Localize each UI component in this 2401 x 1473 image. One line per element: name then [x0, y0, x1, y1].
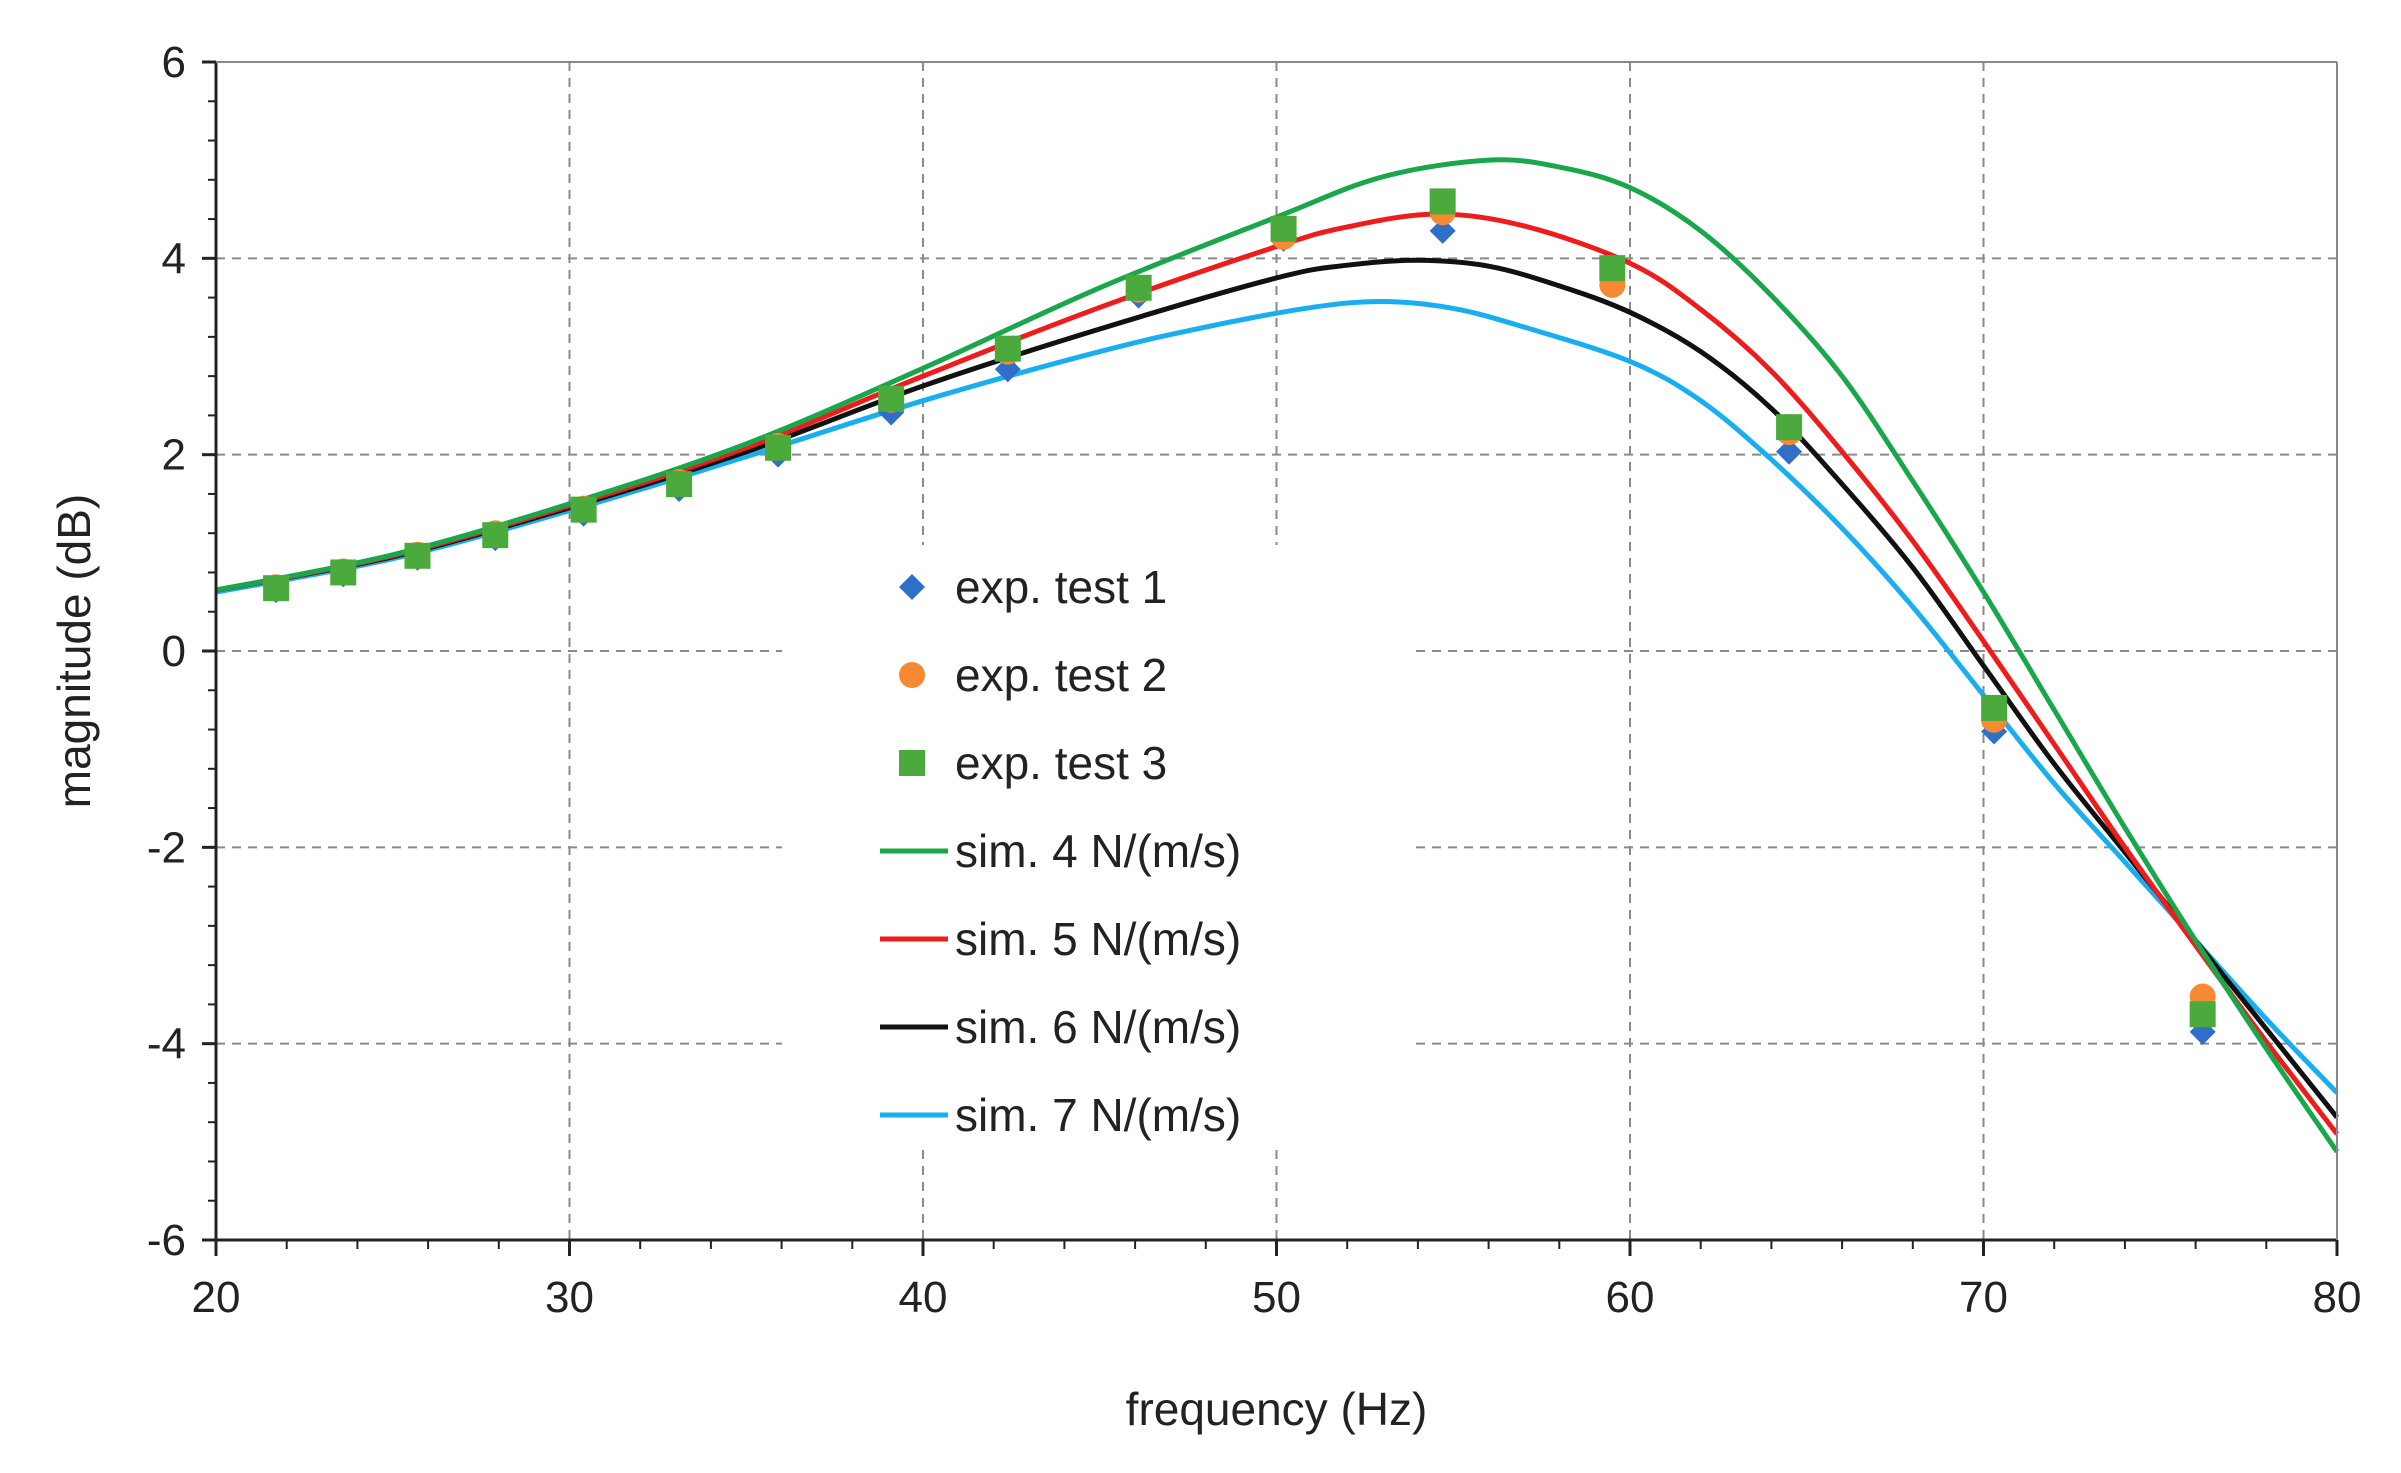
x-tick-label: 50: [1252, 1273, 1301, 1322]
point-exp-test-3: [878, 385, 905, 412]
point-exp-test-3: [2189, 1001, 2216, 1028]
y-tick-label: 2: [162, 431, 186, 480]
point-exp-test-3: [1270, 215, 1297, 242]
y-tick-label: -2: [147, 823, 186, 872]
legend-label: exp. test 1: [955, 561, 1167, 613]
point-exp-test-3: [570, 496, 597, 523]
point-exp-test-3: [1125, 274, 1152, 301]
legend-swatch-square: [899, 750, 925, 776]
point-exp-test-3: [330, 559, 357, 586]
y-tick-label: 0: [162, 627, 186, 676]
simulation-lines: [215, 157, 2340, 1154]
series-line-sim-5-n-m-s-: [215, 211, 2339, 1136]
point-exp-test-3: [263, 575, 290, 602]
series-line-sim-7-n-m-s-: [215, 299, 2339, 1095]
point-exp-test-1: [1429, 217, 1456, 244]
x-axis-label: frequency (Hz): [1126, 1383, 1428, 1435]
legend-label: sim. 4 N/(m/s): [955, 825, 1241, 877]
series-line-sim-4-n-m-s-: [215, 157, 2340, 1154]
point-exp-test-3: [1429, 188, 1456, 215]
y-tick-label: 6: [162, 38, 186, 87]
axes: [202, 60, 2339, 1256]
legend: exp. test 1 exp. test 2 exp. test 3 sim. 4 …: [880, 561, 1241, 1141]
legend-label: sim. 6 N/(m/s): [955, 1001, 1241, 1053]
x-tick-label: 40: [899, 1273, 948, 1322]
point-exp-test-3: [765, 434, 792, 461]
legend-background: [782, 545, 1412, 1145]
y-tick-label: -6: [147, 1216, 186, 1265]
series-line-sim-6-n-m-s-: [215, 257, 2339, 1119]
legend-box: [782, 545, 1412, 1145]
point-exp-test-3: [404, 542, 431, 569]
point-exp-test-3: [482, 522, 509, 549]
experimental-markers: [263, 188, 2216, 1045]
y-tick-label: 4: [162, 234, 186, 283]
point-exp-test-3: [666, 471, 693, 498]
point-exp-test-3: [994, 335, 1021, 362]
legend-label: exp. test 2: [955, 649, 1167, 701]
x-tick-label: 80: [2313, 1273, 2362, 1322]
x-tick-label: 20: [192, 1273, 241, 1322]
point-exp-test-1: [1776, 438, 1803, 465]
y-axis-label: magnitude (dB): [48, 494, 100, 809]
point-exp-test-3: [1981, 694, 2008, 721]
legend-label: sim. 7 N/(m/s): [955, 1089, 1241, 1141]
legend-label: sim. 5 N/(m/s): [955, 913, 1241, 965]
x-tick-label: 60: [1606, 1273, 1655, 1322]
x-tick-label: 70: [1959, 1273, 2008, 1322]
y-tick-label: -4: [147, 1020, 186, 1069]
point-exp-test-3: [1776, 414, 1803, 441]
legend-label: exp. test 3: [955, 737, 1167, 789]
legend-swatch-circle: [899, 662, 925, 688]
x-tick-label: 30: [545, 1273, 594, 1322]
legend-swatch-diamond: [899, 574, 925, 600]
tick-labels: 20 30 40 50 60 70 80 -6 -4 -2 0 2 4 6: [147, 38, 2362, 1322]
point-exp-test-3: [1599, 255, 1626, 282]
